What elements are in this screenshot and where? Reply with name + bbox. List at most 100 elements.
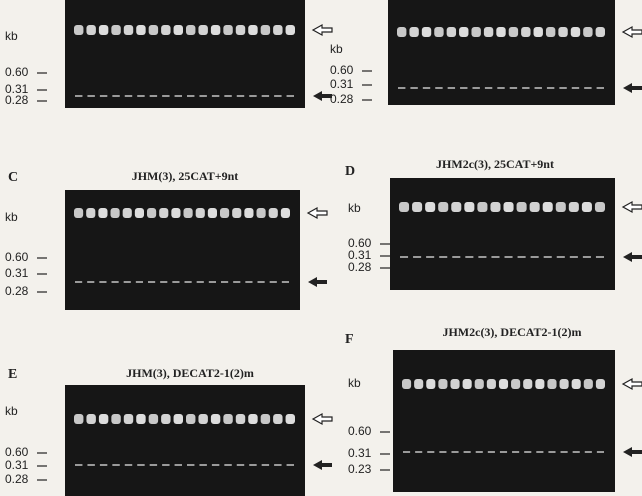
band: [111, 25, 121, 35]
band: [236, 464, 245, 466]
band: [98, 414, 109, 424]
band: [198, 414, 208, 424]
band: [248, 414, 258, 424]
band: [459, 27, 469, 37]
band: [111, 281, 119, 283]
band: [257, 281, 265, 283]
band: [472, 87, 480, 89]
band: [110, 208, 120, 218]
band: [148, 414, 159, 424]
band: [460, 87, 468, 89]
band: [508, 27, 519, 37]
band: [123, 281, 131, 283]
band: [534, 87, 542, 89]
band: [542, 202, 553, 212]
kb-label: kb: [5, 404, 18, 418]
band: [207, 208, 217, 218]
band: [530, 256, 539, 258]
band: [426, 256, 435, 258]
band: [223, 414, 233, 424]
kb-label: kb: [330, 42, 343, 56]
band: [75, 464, 83, 466]
band: [136, 25, 146, 35]
band: [439, 451, 447, 453]
band: [463, 451, 471, 453]
band: [498, 379, 509, 389]
band: [413, 256, 422, 258]
band: [86, 25, 96, 35]
panel: kb 0.60 0.310.28: [5, 0, 333, 108]
band: [160, 281, 168, 283]
panel-letter: E: [8, 367, 17, 382]
band: [477, 202, 488, 212]
panel-title: JHM2c(3), 25CAT+9nt: [436, 157, 554, 171]
band: [137, 464, 145, 466]
band: [186, 25, 196, 35]
band: [273, 414, 283, 424]
band: [435, 87, 443, 89]
band: [572, 451, 580, 453]
filled-arrow: [623, 83, 642, 93]
marker-label: 0.28: [5, 472, 29, 486]
band: [221, 281, 229, 283]
open-arrow: [311, 412, 333, 426]
marker-label: 0.28: [348, 260, 372, 274]
band: [595, 379, 605, 389]
panel: F JHM2c(3), DECAT2-1(2)m kb 0.60 0.31 0.23: [345, 325, 642, 492]
marker-label: 0.60: [348, 236, 372, 250]
band: [249, 464, 257, 466]
band: [559, 379, 569, 389]
band: [523, 379, 533, 389]
panel-title: JHM(3), DECAT2-1(2)m: [126, 366, 254, 380]
band: [208, 281, 216, 283]
panel: E JHM(3), DECAT2-1(2)m kb 0.600.310.28: [5, 366, 333, 496]
panel: D JHM2c(3), 25CAT+9nt kb 0.600.310.28: [345, 157, 642, 290]
band: [596, 87, 604, 89]
band: [183, 208, 193, 218]
panel-title: JHM2c(3), DECAT2-1(2)m: [442, 325, 581, 339]
band: [99, 464, 108, 466]
band: [184, 281, 192, 283]
band: [269, 281, 277, 283]
band: [504, 256, 513, 258]
band: [211, 464, 220, 466]
band: [195, 208, 205, 218]
band: [446, 27, 457, 37]
band: [595, 27, 605, 37]
open-arrow: [306, 206, 328, 220]
band: [172, 281, 180, 283]
band: [147, 208, 157, 218]
band: [161, 25, 171, 35]
band: [516, 202, 527, 212]
band: [135, 281, 143, 283]
band: [224, 95, 232, 97]
band: [186, 414, 196, 424]
band: [487, 451, 495, 453]
band: [491, 256, 500, 258]
band: [496, 27, 506, 37]
band: [400, 256, 409, 258]
band: [486, 379, 496, 389]
band: [220, 208, 230, 218]
band: [503, 202, 514, 212]
band: [74, 208, 84, 218]
band: [403, 451, 411, 453]
band: [474, 379, 484, 389]
kb-label: kb: [5, 29, 18, 43]
panel: C JHM(3), 25CAT+9nt kb 0.60 0.31 0.28: [5, 169, 328, 310]
band: [159, 208, 169, 218]
marker-label: 0.28: [330, 92, 354, 106]
band: [521, 27, 531, 37]
band: [74, 414, 84, 424]
band: [112, 95, 120, 97]
band: [451, 451, 459, 453]
band: [464, 202, 475, 212]
marker-label: 0.23: [348, 462, 372, 476]
band: [548, 451, 556, 453]
band: [465, 256, 474, 258]
band: [409, 27, 419, 37]
band: [171, 208, 181, 218]
band: [584, 451, 592, 453]
band: [248, 25, 258, 35]
band: [111, 414, 121, 424]
